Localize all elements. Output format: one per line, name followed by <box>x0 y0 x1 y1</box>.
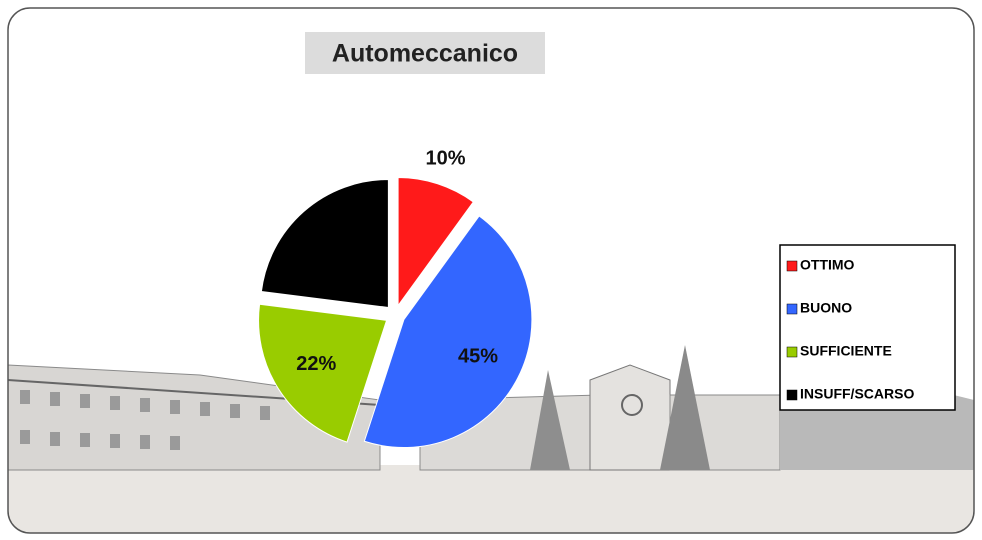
chart: Automeccanico 10% 45% 22% OTTIMO BUONO SUFFIC… <box>0 0 982 535</box>
legend-swatch <box>787 304 797 314</box>
data-label: 45% <box>458 346 498 368</box>
data-label: 22% <box>296 353 336 375</box>
legend-label: SUFFICIENTE <box>800 343 892 359</box>
legend-label: OTTIMO <box>800 257 855 273</box>
legend-swatch <box>787 390 797 400</box>
page: Automeccanico 10% 45% 22% OTTIMO BUONO SUFFIC… <box>0 0 982 535</box>
legend-swatch <box>787 347 797 357</box>
legend-label: BUONO <box>800 300 852 316</box>
chart-title: Automeccanico <box>332 40 518 68</box>
legend-label: INSUFF/SCARSO <box>800 386 914 402</box>
legend-swatch <box>787 261 797 271</box>
data-label: 10% <box>426 148 466 170</box>
